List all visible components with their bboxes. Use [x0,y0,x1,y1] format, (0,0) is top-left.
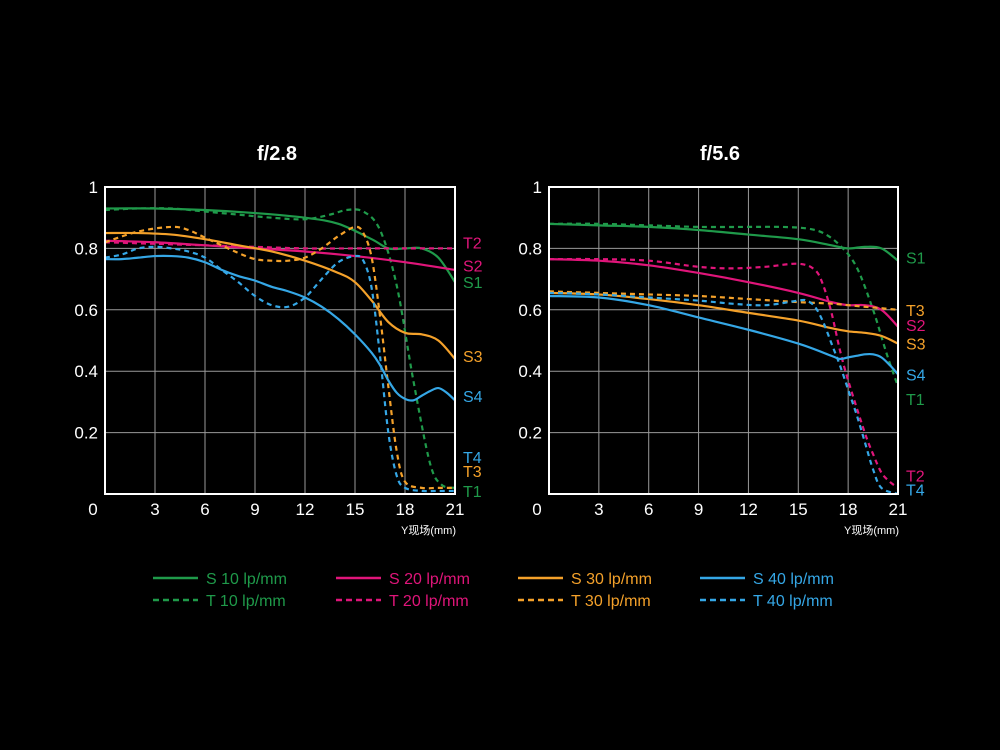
y-tick-label: 0.8 [518,239,542,258]
y-tick-label: 0.2 [74,424,98,443]
legend: S 10 lp/mm S 20 lp/mm S 30 lp/mm S 40 lp/mm… [153,571,834,610]
series-line-s1 [548,222,899,262]
y-tick-label: 0.4 [74,362,98,381]
y-tick-label: 0.2 [518,424,542,443]
series-line-t2 [548,257,899,489]
y-tick-label: 0.8 [74,239,98,258]
series-line-s3 [104,231,456,360]
end-label-t4: T4 [463,450,482,467]
series-line-s2 [548,258,899,328]
end-label-t3: T3 [906,303,925,320]
legend-label: S 20 lp/mm [389,571,470,588]
series-line-t4 [548,291,899,496]
y-tick-label: 1 [89,178,98,197]
x-tick-label: 15 [789,500,808,519]
legend-label: T 40 lp/mm [753,593,833,610]
y-tick-label: 0.6 [518,301,542,320]
y-tick-label: 0.6 [74,301,98,320]
end-label-t1: T1 [906,392,925,409]
series-line-t4 [104,245,455,493]
plot-frame [104,186,456,495]
x-axis-label: Y现场(mm) [844,523,899,537]
end-label-t4: T4 [906,482,925,499]
x-tick-label: 0 [88,500,97,519]
series-line-s4 [548,294,899,376]
chart-title: f/5.6 [700,143,740,165]
series-line-s4 [104,254,456,402]
x-tick-label: 18 [839,500,858,519]
end-label-t2: T2 [906,469,925,486]
series-line-t1 [104,207,456,489]
x-tick-label: 3 [150,500,159,519]
legend-label: S 30 lp/mm [571,571,652,588]
chart-title: f/2.8 [257,143,297,165]
x-tick-label: 12 [739,500,758,519]
series-line-t3 [104,225,455,490]
y-tick-label: 0.4 [518,362,542,381]
x-tick-label: 21 [889,500,908,519]
end-label-t1: T1 [463,484,482,501]
legend-label: S 10 lp/mm [206,571,287,588]
end-label-s2: S2 [463,258,483,275]
x-tick-label: 12 [296,500,315,519]
end-label-t3: T3 [463,464,482,481]
x-tick-label: 3 [594,500,603,519]
end-label-s3: S3 [906,337,926,354]
x-tick-label: 6 [644,500,653,519]
x-axis-label: Y现场(mm) [401,523,456,537]
legend-label: S 40 lp/mm [753,571,834,588]
x-tick-label: 18 [396,500,415,519]
end-label-t2: T2 [463,235,482,252]
y-tick-label: 1 [533,178,542,197]
x-tick-label: 0 [532,500,541,519]
legend-label: T 10 lp/mm [206,593,286,610]
series-line-t2 [104,241,455,250]
series-line-s2 [104,239,456,271]
x-tick-label: 21 [446,500,465,519]
chart-f56: f/5.6 0 3 6 9 12 15 18 21 0.2 0.4 0.6 0.8 1 Y现场(mm) S1 T… [518,143,925,537]
series-line-t3 [548,290,899,311]
series-group [104,207,456,493]
end-label-s1: S1 [906,251,926,268]
series-group [548,222,900,496]
x-tick-label: 15 [346,500,365,519]
plot-frame [548,186,899,495]
end-label-s4: S4 [906,367,926,384]
x-tick-label: 6 [200,500,209,519]
end-label-s2: S2 [906,318,926,335]
end-label-s4: S4 [463,389,483,406]
x-tick-label: 9 [694,500,703,519]
chart-f28: f/2.8 0 3 6 9 12 15 18 21 0.2 0.4 0.6 0.8 1 Y现场(mm) S1 T… [74,143,482,537]
end-label-s1: S1 [463,275,483,292]
legend-label: T 20 lp/mm [389,593,469,610]
end-label-s3: S3 [463,349,483,366]
legend-label: T 30 lp/mm [571,593,651,610]
series-line-t1 [548,222,900,387]
x-tick-label: 9 [250,500,259,519]
